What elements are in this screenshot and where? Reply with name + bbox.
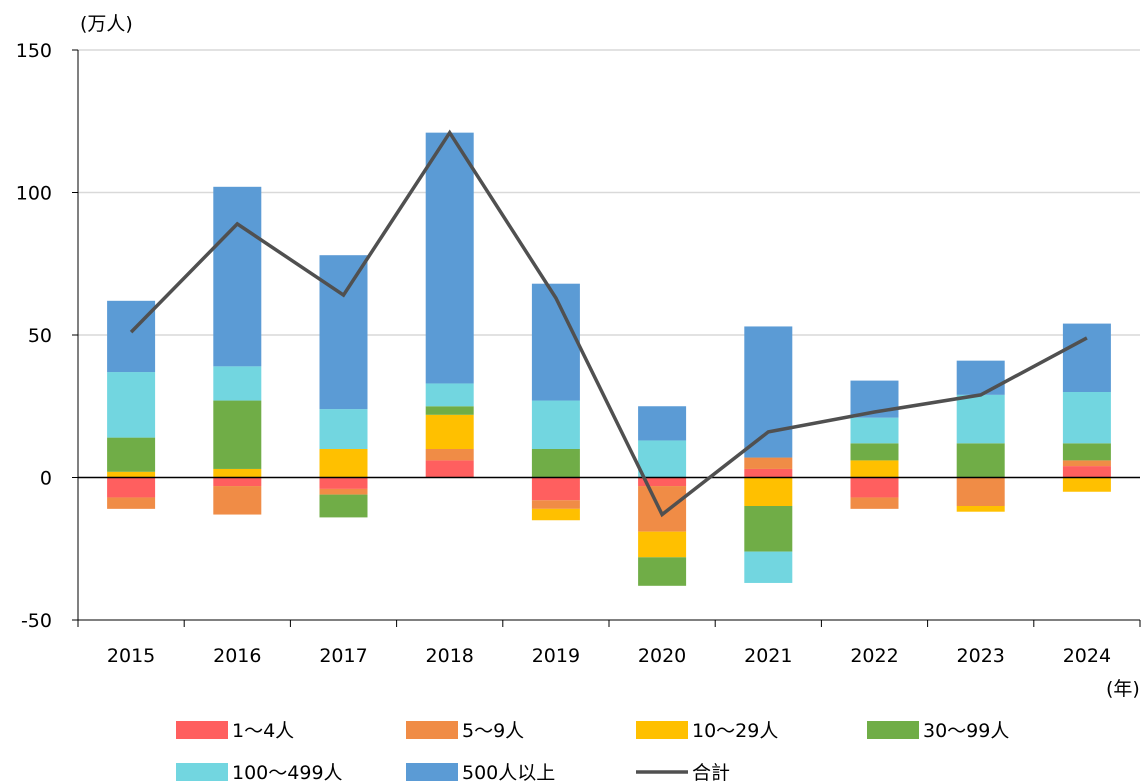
bar-2024-series-4 [1062,392,1111,444]
bar-2019-series-4 [531,400,580,449]
bar-2017-series-3 [319,494,368,518]
bar-2021-series-1 [744,457,793,469]
bar-2024-series-0 [1062,466,1111,478]
bar-2023-series-3 [956,443,1005,478]
bar-2021-series-4 [744,551,793,583]
bar-2016-series-4 [213,366,262,401]
bar-2023-series-2 [956,506,1005,512]
legend-label-0: 1～4人 [232,720,294,742]
bar-2020-series-5 [638,406,687,441]
x-tick-label: 2022 [850,645,898,667]
bar-2023-series-5 [956,360,1005,395]
y-tick-label: 100 [16,183,52,205]
legend-swatch-0 [176,721,228,739]
legend-label-total: 合計 [692,762,730,784]
bar-2018-series-3 [425,406,474,415]
x-tick-label: 2019 [532,645,580,667]
bar-2019-series-2 [531,508,580,521]
bar-2019-series-1 [531,500,580,509]
bar-2019-series-3 [531,449,580,478]
bar-2021-series-5 [744,326,793,458]
bar-2017-series-5 [319,255,368,410]
bar-2015-series-1 [107,497,156,509]
x-tick-label: 2021 [744,645,792,667]
y-tick-label: 50 [28,325,52,347]
bar-2024-series-1 [1062,460,1111,467]
bar-2022-series-4 [850,417,899,444]
bar-2018-series-0 [425,460,474,478]
bar-2018-series-2 [425,414,474,449]
legend-label-2: 10～29人 [692,720,778,742]
x-tick-label: 2020 [638,645,686,667]
bar-2015-series-3 [107,437,156,472]
y-tick-label: 0 [40,468,52,490]
bar-2016-series-0 [213,477,262,487]
bar-2020-series-0 [638,477,687,487]
bar-2023-series-1 [956,477,1005,506]
bar-2017-series-1 [319,488,368,495]
y-tick-label: 150 [16,40,52,62]
legend-swatch-3 [867,721,919,739]
bar-2015-series-0 [107,477,156,498]
bar-2016-series-2 [213,468,262,478]
bar-2017-series-4 [319,409,368,449]
x-tick-label: 2018 [426,645,474,667]
bar-2022-series-2 [850,460,899,478]
bar-2021-series-0 [744,468,793,478]
x-tick-label: 2023 [957,645,1005,667]
x-tick-label: 2024 [1063,645,1111,667]
bar-2024-series-3 [1062,443,1111,461]
legend-label-4: 100～499人 [232,762,343,784]
bar-2015-series-5 [107,300,156,373]
x-tick-label: 2017 [319,645,367,667]
legend-swatch-1 [406,721,458,739]
bar-2020-series-2 [638,531,687,558]
bar-2022-series-0 [850,477,899,498]
bar-2021-series-3 [744,506,793,552]
x-unit-label: (年) [1106,678,1140,700]
bar-2018-series-5 [425,132,474,384]
bar-2024-series-5 [1062,323,1111,392]
bar-2020-series-3 [638,557,687,586]
legend-label-1: 5～9人 [462,720,524,742]
bar-2020-series-4 [638,440,687,478]
y-unit-label: (万人) [80,13,133,35]
bar-2019-series-5 [531,283,580,401]
bar-2015-series-4 [107,372,156,438]
bar-2015-series-2 [107,471,156,478]
y-tick-label: -50 [21,610,52,632]
legend-swatch-4 [176,763,228,781]
bar-2017-series-2 [319,449,368,478]
legend-label-5: 500人以上 [462,762,555,784]
bar-2016-series-1 [213,486,262,515]
bar-2018-series-1 [425,449,474,461]
bar-2022-series-3 [850,443,899,461]
legend-swatch-5 [406,763,458,781]
bar-2016-series-3 [213,400,262,469]
x-tick-label: 2015 [107,645,155,667]
bar-2019-series-0 [531,477,580,501]
bar-2016-series-5 [213,186,262,367]
bar-2022-series-1 [850,497,899,509]
bar-2018-series-4 [425,383,474,407]
bar-2024-series-2 [1062,477,1111,492]
bar-2020-series-1 [638,486,687,532]
legend-swatch-2 [636,721,688,739]
total-line [129,129,1088,518]
x-tick-label: 2016 [213,645,261,667]
bar-2023-series-4 [956,394,1005,444]
bar-2021-series-2 [744,477,793,506]
legend-label-3: 30～99人 [923,720,1009,742]
bar-2017-series-0 [319,477,368,489]
